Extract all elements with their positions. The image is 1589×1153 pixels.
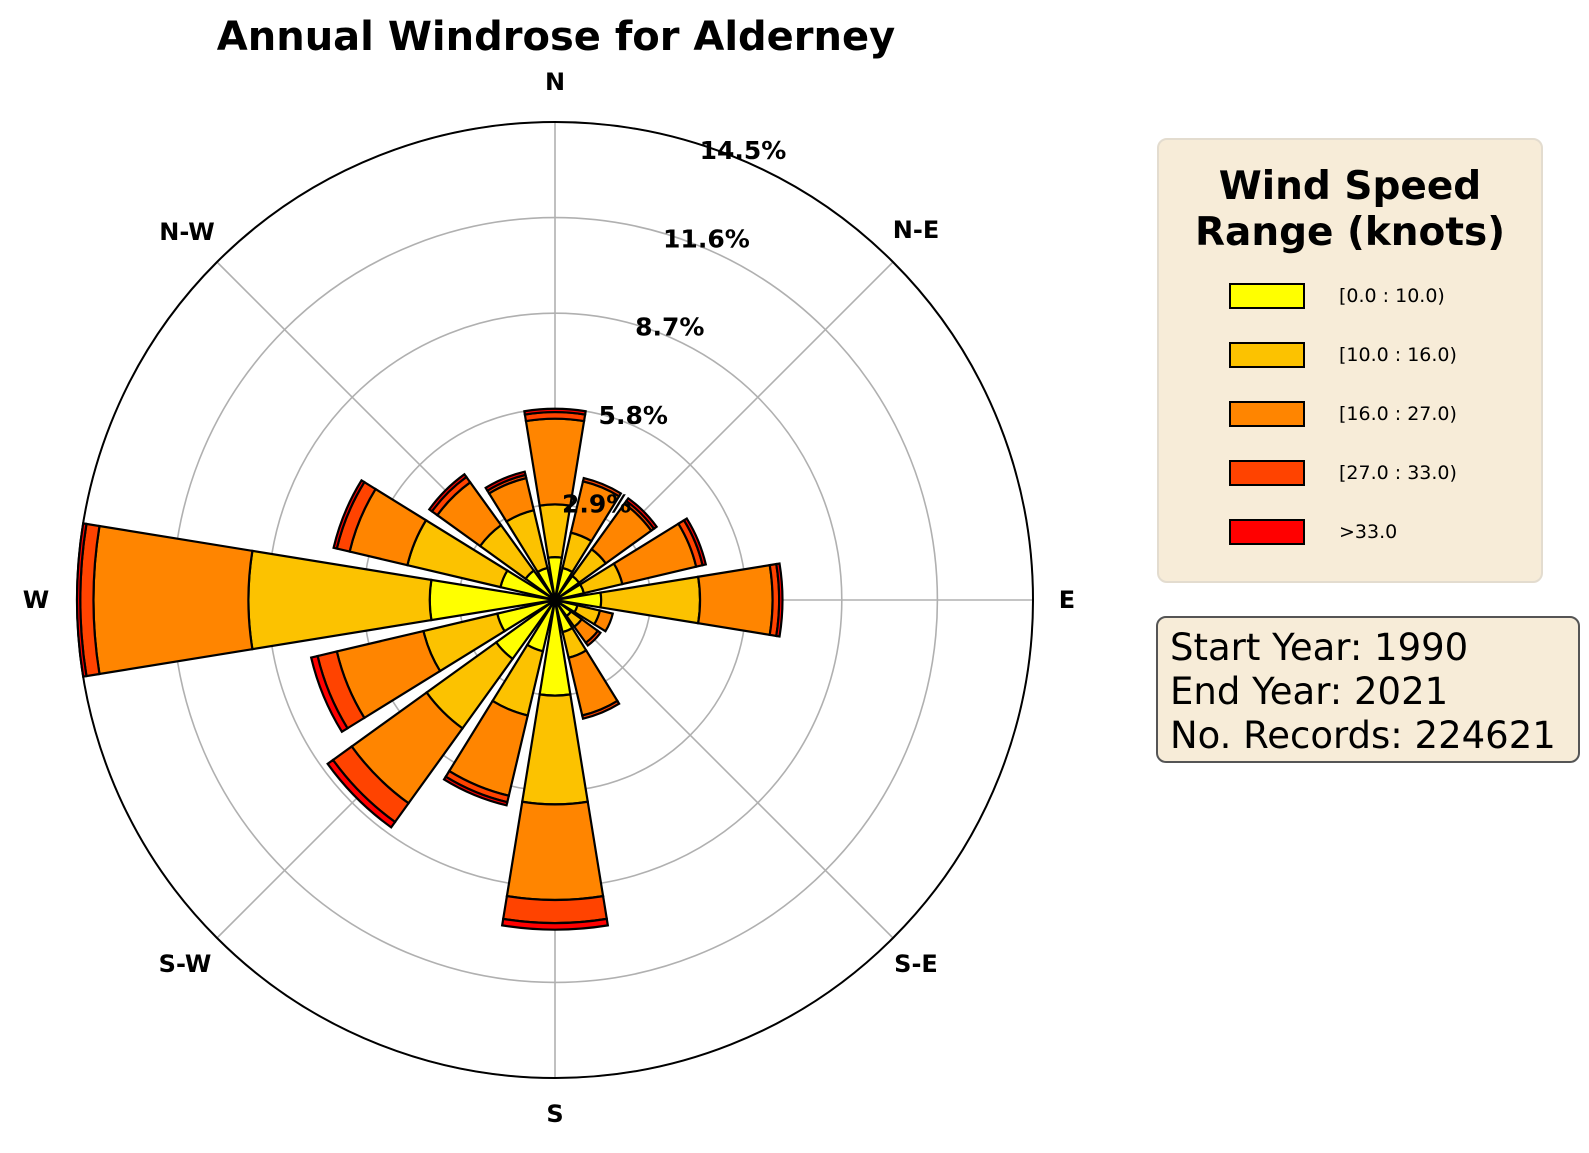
legend-label: [0.0 : 10.0) [1339, 285, 1445, 307]
direction-label: S-E [894, 950, 938, 978]
legend: Wind Speed Range (knots) [0.0 : 10.0) [1… [1157, 138, 1543, 583]
wind-bar-segment [775, 562, 784, 638]
legend-label: >33.0 [1339, 521, 1398, 543]
legend-title-line2: Range (knots) [1194, 210, 1506, 255]
wind-bars [75, 407, 784, 931]
record-count: No. Records: 224621 [1170, 714, 1556, 757]
legend-title: Wind Speed Range (knots) [1159, 164, 1541, 256]
legend-label: [10.0 : 16.0) [1339, 344, 1457, 366]
direction-label: S-W [159, 950, 212, 978]
legend-title-line1: Wind Speed [1218, 164, 1482, 209]
wind-bar-segment [309, 654, 350, 734]
wind-bar-segment [580, 699, 621, 721]
chart-title: Annual Windrose for Alderney [217, 14, 895, 60]
radial-tick-label: 5.8% [599, 401, 668, 430]
direction-label: N-E [893, 216, 939, 244]
wind-bar-segment [326, 758, 397, 829]
radial-tick-label: 11.6% [663, 224, 750, 253]
wind-bar-segment [523, 407, 587, 416]
wind-bar-segment [332, 478, 366, 550]
legend-label: [27.0 : 33.0) [1339, 462, 1457, 484]
legend-label: [16.0 : 27.0) [1339, 403, 1457, 425]
legend-swatch [1229, 401, 1305, 427]
radial-tick-labels: 2.9% 5.8% 8.7% 11.6% 14.5% [562, 136, 786, 518]
direction-label: W [23, 586, 49, 614]
wind-bar-segment [584, 629, 603, 648]
legend-swatch [1229, 519, 1305, 545]
legend-swatch [1229, 460, 1305, 486]
direction-label: N [545, 68, 565, 96]
wind-bar-segment [581, 476, 623, 498]
wind-bar-segment [92, 524, 254, 676]
wind-bar-segment [500, 917, 610, 931]
direction-labels: N N-E E S-E S S-W W N-W [23, 68, 1075, 1128]
direction-label: S [546, 1100, 563, 1128]
wind-bar-segment [427, 472, 468, 513]
info-box: Start Year: 1990 End Year: 2021 No. Reco… [1156, 616, 1580, 763]
wind-bar-segment [75, 522, 88, 678]
radial-tick-label: 14.5% [700, 136, 787, 165]
wind-bar-segment [501, 894, 609, 925]
wind-bar-segment [624, 496, 659, 531]
radial-tick-label: 2.9% [562, 489, 631, 518]
wind-bar-segment [592, 609, 615, 633]
wind-bar-segment [247, 549, 433, 651]
wind-bar-segment [696, 563, 774, 637]
end-year: End Year: 2021 [1170, 670, 1449, 713]
wind-bar-segment [505, 800, 605, 902]
wind-bar-segment [484, 470, 527, 493]
direction-label: N-W [159, 218, 214, 246]
grid-spoke [554, 599, 894, 939]
wind-bar-segment [520, 693, 590, 806]
start-year: Start Year: 1990 [1170, 626, 1469, 669]
wind-bar-segment [442, 775, 509, 807]
wind-bar-segment [682, 517, 708, 567]
radial-tick-label: 8.7% [635, 313, 704, 342]
legend-swatch [1229, 283, 1305, 309]
legend-swatch [1229, 342, 1305, 368]
direction-label: E [1059, 586, 1075, 614]
